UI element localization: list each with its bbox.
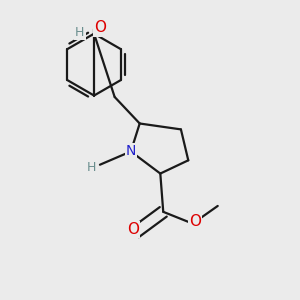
Text: O: O — [127, 222, 139, 237]
Text: H: H — [75, 26, 85, 39]
Text: H: H — [86, 161, 96, 174]
Text: O: O — [189, 214, 201, 229]
Text: O: O — [94, 20, 106, 35]
Text: N: N — [126, 145, 136, 158]
